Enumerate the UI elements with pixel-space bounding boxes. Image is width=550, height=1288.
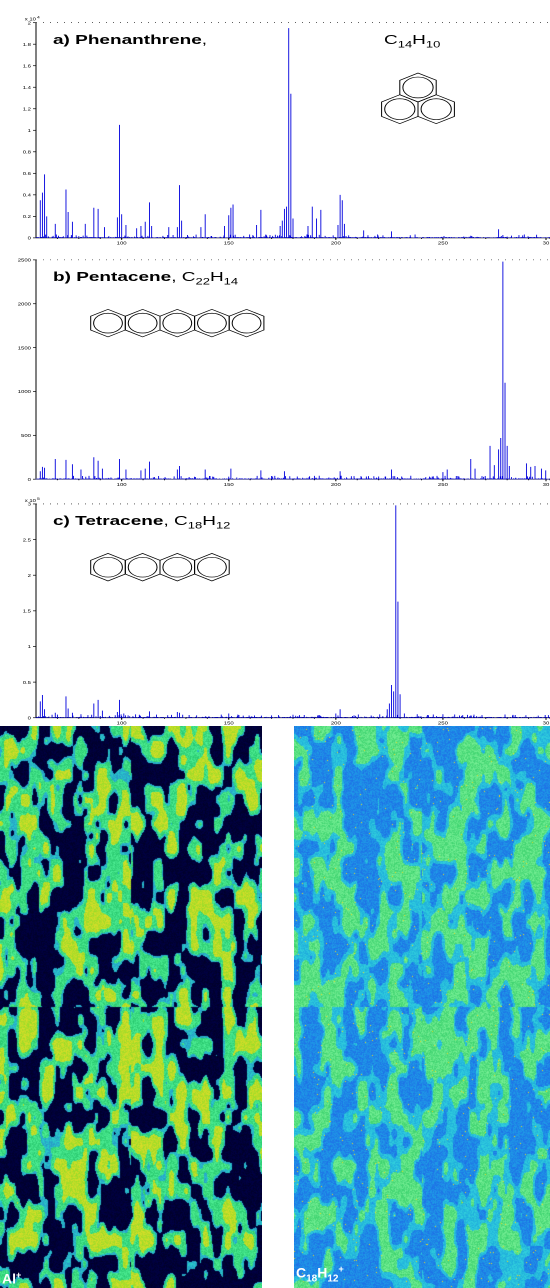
- aromatic-circle: [402, 76, 434, 99]
- y-exponent-label: x 10: [25, 499, 36, 504]
- y-tick-label: 1.2: [23, 107, 31, 112]
- y-tick-label: 1.8: [23, 43, 31, 48]
- ring-outline: [417, 94, 455, 125]
- y-tick-label: 0.5: [23, 681, 31, 686]
- formula: C14​H10​: [384, 33, 440, 50]
- y-tick-label: 2: [28, 21, 31, 26]
- y-tick-label: 2500: [18, 258, 31, 263]
- al-ion-map-canvas: [0, 726, 262, 1288]
- aromatic-circle: [197, 556, 227, 578]
- spectrum-trace: [35, 28, 550, 238]
- spectrum-trace: [35, 261, 550, 480]
- aromatic-circle: [162, 312, 193, 334]
- x-tick-label: 100: [117, 242, 127, 247]
- x-tick-label: 250: [438, 483, 448, 488]
- y-tick-label: 0: [28, 236, 31, 241]
- y-tick-label: 1.4: [23, 86, 31, 91]
- spectrum-panel-c: 0 0.5 1 1.5 2 2.5 3 100 150 200 250 30 x 105 c) Tetra…: [23, 497, 550, 726]
- aromatic-circle: [127, 556, 158, 578]
- ring-outline: [194, 553, 230, 582]
- aromatic-circle: [384, 98, 416, 120]
- tetracene-ion-image: C18H12+: [294, 726, 550, 1288]
- y-tick-label: 0: [28, 716, 31, 721]
- molecule-structure: [90, 553, 230, 582]
- y-tick-label: 0.8: [23, 150, 31, 155]
- tetracene-ion-map-canvas: [294, 726, 550, 1288]
- panel-title: b) Pentacene, C22​H14​: [53, 270, 238, 287]
- aromatic-circle: [93, 312, 123, 334]
- y-tick-label: 1000: [18, 390, 31, 395]
- panel-title: c) Tetracene, C18​H12​: [53, 514, 230, 531]
- aromatic-circle: [197, 312, 227, 334]
- y-exponent-sup: 4: [37, 15, 40, 19]
- x-tick-label: 30: [543, 483, 550, 488]
- spectrum-panel-b: 0 500 1000 1500 2000 2500 100 150 200 250 30 b) Pen…: [18, 258, 550, 488]
- x-tick-label: 150: [224, 721, 234, 726]
- aromatic-circle: [231, 312, 262, 334]
- x-tick-label: 30: [543, 721, 550, 726]
- y-tick-label: 2.5: [23, 538, 31, 543]
- y-tick-label: 1.6: [23, 64, 31, 69]
- y-tick-label: 1500: [18, 346, 31, 351]
- y-tick-label: 0.2: [23, 215, 31, 220]
- x-tick-label: 250: [438, 242, 448, 247]
- ring-outline: [228, 308, 265, 338]
- y-tick-label: 500: [21, 434, 31, 439]
- molecule-structure: [381, 72, 455, 125]
- y-tick-label: 2000: [18, 302, 31, 307]
- y-tick-label: 1.5: [23, 609, 31, 614]
- x-tick-label: 200: [331, 483, 341, 488]
- x-tick-label: 150: [224, 483, 234, 488]
- y-tick-label: 0: [28, 478, 31, 483]
- spectrum-trace: [35, 505, 550, 718]
- x-tick-label: 200: [331, 721, 341, 726]
- x-tick-label: 150: [224, 242, 234, 247]
- x-tick-label: 100: [117, 483, 127, 488]
- tetracene-ion-label: C18H12+: [296, 1263, 344, 1284]
- y-exponent-label: x 10: [25, 17, 36, 22]
- aromatic-circle: [93, 556, 123, 578]
- y-tick-label: 1: [28, 645, 31, 650]
- x-tick-label: 200: [331, 242, 341, 247]
- y-tick-label: 2: [28, 574, 31, 579]
- spectrum-panel-a: 0 0.2 0.4 0.6 0.8 1 1.2 1.4 1.6 1.8 2 100 150 200 250 3…: [23, 15, 550, 246]
- al-ion-image: Al+: [0, 726, 262, 1288]
- y-tick-label: 0.6: [23, 172, 31, 177]
- x-tick-label: 250: [438, 721, 448, 726]
- aromatic-circle: [162, 556, 193, 578]
- aromatic-circle: [127, 312, 158, 334]
- panel-title: a) Phenanthrene,: [53, 33, 207, 47]
- y-exponent-sup: 5: [37, 497, 40, 501]
- x-tick-label: 30: [543, 242, 550, 247]
- y-tick-label: 1: [28, 129, 31, 134]
- y-tick-label: 0.4: [23, 193, 31, 198]
- al-ion-label: Al+: [2, 1270, 22, 1287]
- aromatic-circle: [420, 98, 452, 120]
- molecule-structure: [90, 308, 265, 338]
- x-tick-label: 100: [117, 721, 127, 726]
- y-tick-label: 3: [28, 502, 31, 507]
